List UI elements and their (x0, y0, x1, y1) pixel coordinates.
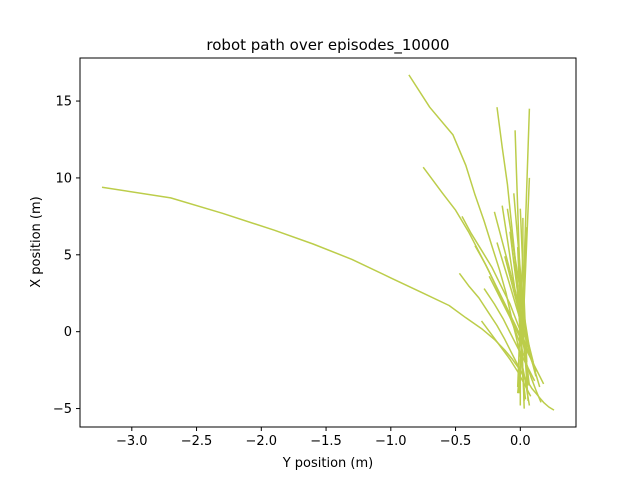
x-axis-ticks: −3.0 −2.5 −2.0 −1.5 −1.0 −0.5 0.0 (116, 427, 531, 449)
chart-title: robot path over episodes_10000 (206, 36, 449, 55)
y-tick-label: −5 (53, 402, 72, 417)
y-tick-label: 10 (55, 171, 72, 186)
path-line-8 (458, 272, 529, 386)
y-tick-label: 0 (64, 325, 72, 340)
x-tick-label: −1.0 (375, 434, 407, 449)
x-tick-label: −2.5 (181, 434, 213, 449)
plot-frame (79, 57, 577, 428)
y-axis-ticks: −5 0 5 10 15 (53, 95, 80, 417)
x-tick-label: 0.0 (510, 434, 531, 449)
y-tick-label: 15 (55, 95, 72, 110)
path-line-26 (515, 270, 527, 400)
path-line-25 (516, 217, 524, 388)
x-tick-label: −0.5 (440, 434, 472, 449)
x-axis-label: Y position (m) (282, 456, 374, 471)
x-tick-label: −3.0 (116, 434, 148, 449)
y-tick-label: 5 (64, 248, 72, 263)
series-lines (101, 74, 555, 411)
x-tick-label: −2.0 (246, 434, 278, 449)
y-axis-label: X position (m) (29, 196, 44, 287)
path-line-23 (496, 242, 537, 372)
x-tick-label: −1.5 (310, 434, 342, 449)
